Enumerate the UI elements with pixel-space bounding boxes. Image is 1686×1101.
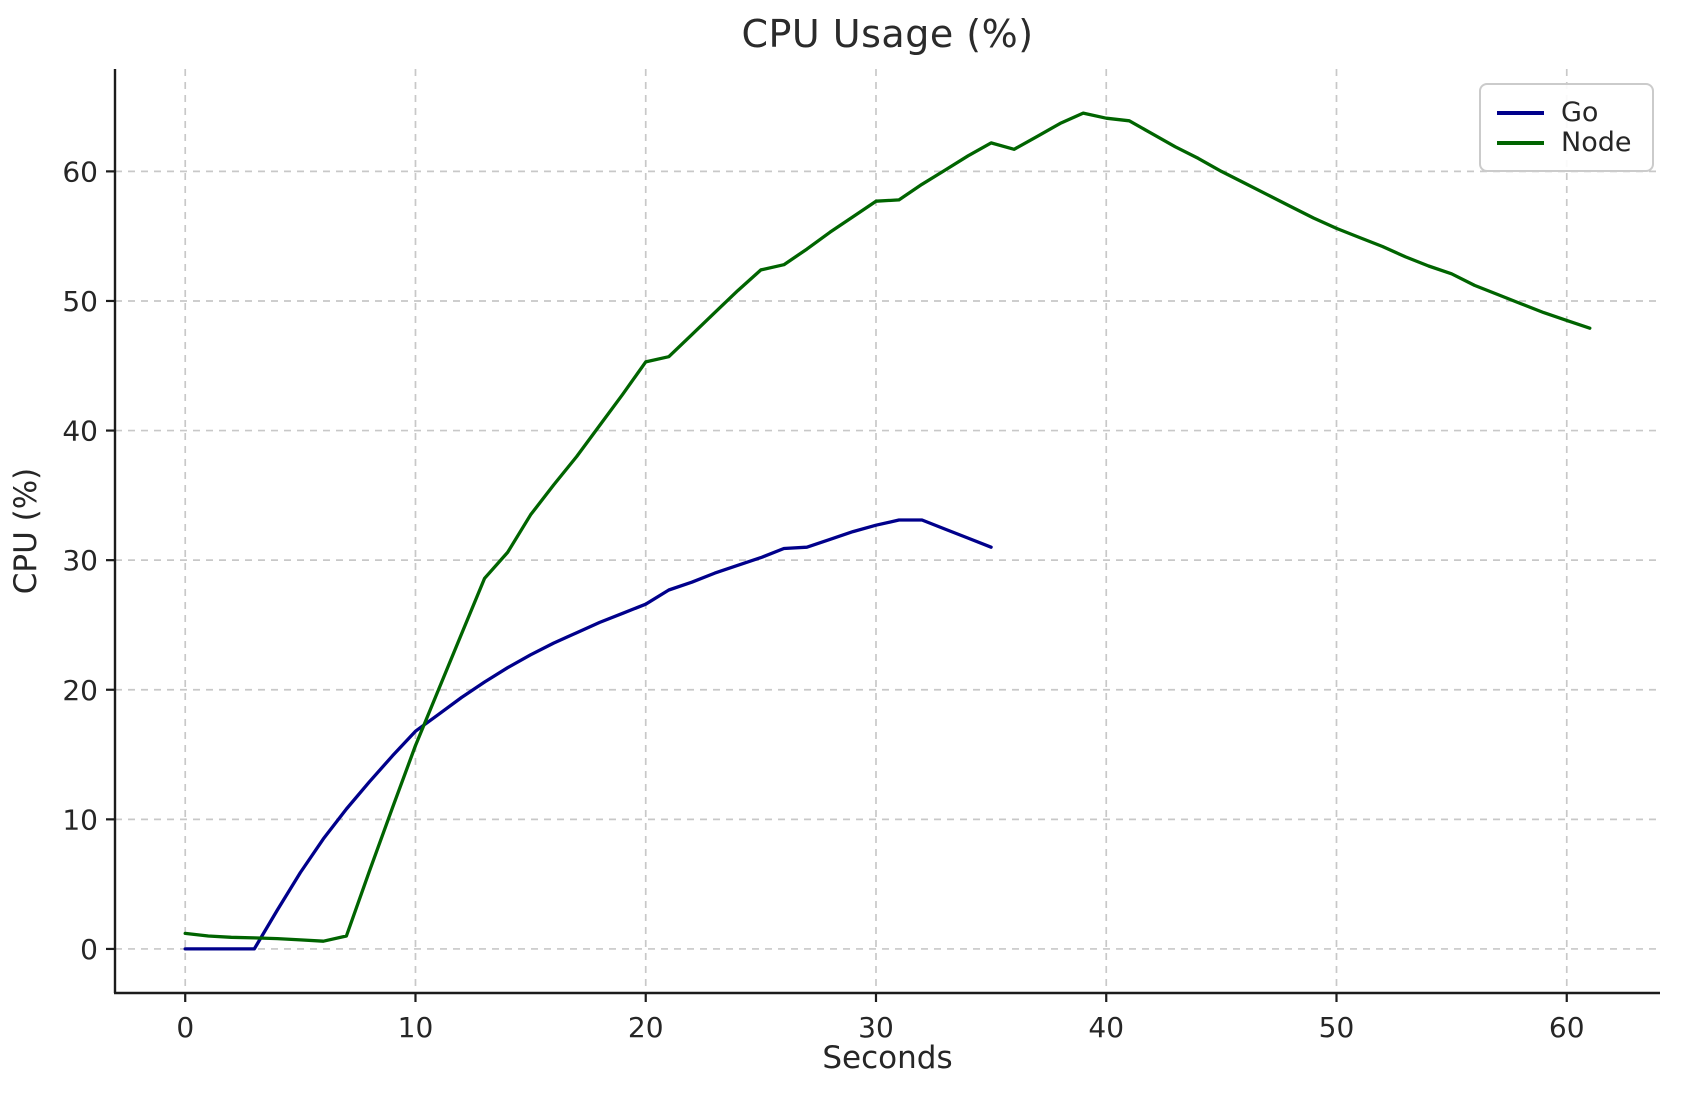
x-tick-label-20: 20 (628, 1011, 664, 1044)
series-line-go (183, 518, 993, 951)
x-tick-label-50: 50 (1319, 1011, 1355, 1044)
y-tick-label-60: 60 (62, 155, 98, 188)
y-tick-label-40: 40 (62, 415, 98, 448)
x-tick-label-30: 30 (858, 1011, 894, 1044)
y-tick-label-50: 50 (62, 285, 98, 318)
y-axis-label: CPU (%) (8, 468, 44, 595)
x-tick-label-0: 0 (176, 1011, 194, 1044)
series-line-node (183, 111, 1592, 943)
x-tick-label-10: 10 (398, 1011, 434, 1044)
tick-label-layer: 0 10 20 30 40 50 60 0 10 20 30 40 50 60 (62, 155, 1584, 1044)
y-tick-label-20: 20 (62, 674, 98, 707)
x-axis-label: Seconds (822, 1040, 953, 1076)
grid-layer (115, 69, 1660, 993)
y-tick-label-30: 30 (62, 544, 98, 577)
x-tick-label-60: 60 (1549, 1011, 1585, 1044)
y-tick-label-10: 10 (62, 803, 98, 836)
y-tick-label-0: 0 (80, 933, 98, 966)
legend-swatch-go (1497, 110, 1544, 115)
chart-title: CPU Usage (%) (741, 12, 1034, 56)
legend-label-node: Node (1561, 127, 1632, 158)
axis-layer (106, 69, 1660, 1002)
x-tick-label-40: 40 (1088, 1011, 1124, 1044)
legend-swatch-node (1497, 140, 1544, 145)
series-layer (183, 111, 1592, 951)
legend-entry-go: Go (1497, 99, 1636, 126)
legend: Go Node (1479, 83, 1654, 172)
legend-entry-node: Node (1497, 129, 1636, 156)
legend-label-go: Go (1561, 97, 1599, 128)
